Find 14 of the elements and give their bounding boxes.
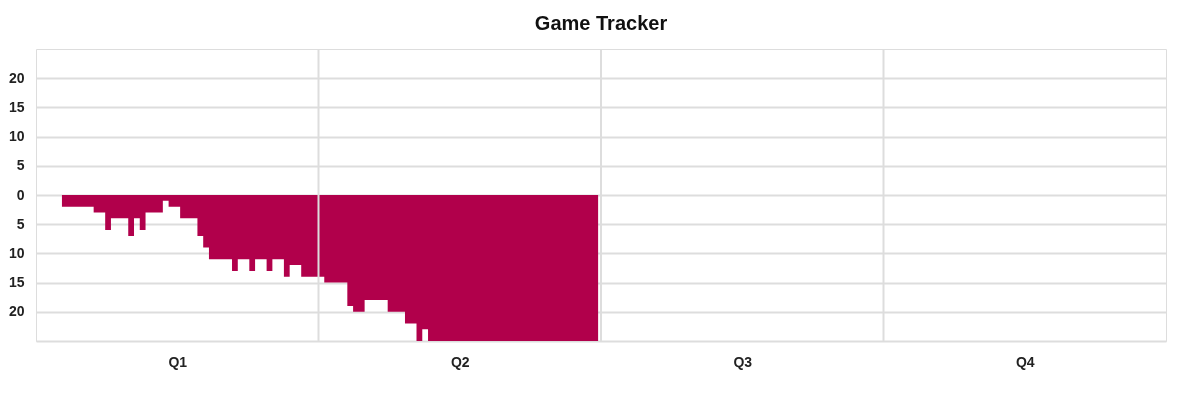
y-tick-label: 5: [16, 157, 25, 174]
x-tick-label: Q4: [1015, 353, 1035, 370]
y-tick-label: 15: [8, 274, 25, 291]
y-tick-label: 0: [16, 186, 25, 203]
chart-title: Game Tracker: [534, 12, 668, 34]
y-tick-label: 15: [8, 98, 25, 115]
y-tick-label: 20: [8, 69, 25, 86]
x-tick-label: Q2: [450, 353, 470, 370]
y-tick-label: 5: [16, 215, 25, 232]
x-tick-label: Q1: [168, 353, 188, 370]
x-tick-label: Q3: [733, 353, 753, 370]
y-tick-label: 20: [8, 303, 25, 320]
y-tick-label: 10: [8, 128, 25, 145]
y-tick-label: 10: [8, 244, 25, 261]
